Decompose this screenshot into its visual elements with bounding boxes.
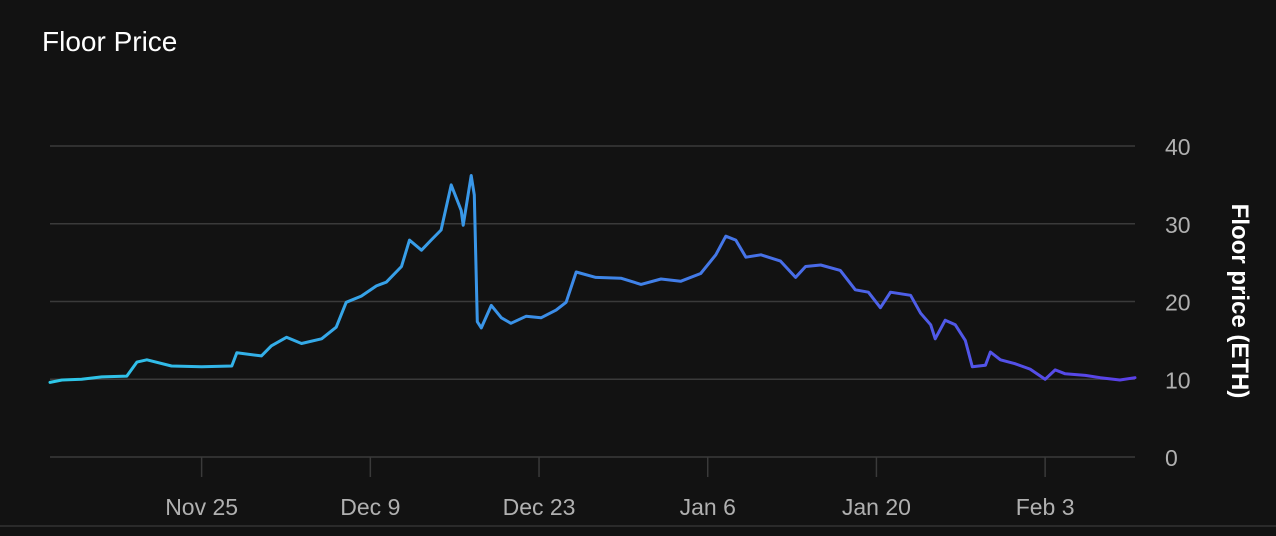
bottom-divider bbox=[0, 525, 1276, 527]
y-tick-label: 10 bbox=[1165, 367, 1191, 393]
x-tick-label: Dec 9 bbox=[340, 494, 400, 520]
y-tick-label: 30 bbox=[1165, 212, 1191, 238]
x-tick-label: Jan 20 bbox=[842, 494, 911, 520]
chart-title: Floor Price bbox=[42, 26, 178, 57]
floor-price-line bbox=[48, 174, 1137, 384]
x-tick-label: Nov 25 bbox=[165, 494, 238, 520]
y-tick-label: 0 bbox=[1165, 445, 1178, 471]
x-tick-label: Feb 3 bbox=[1016, 494, 1075, 520]
y-axis-title: Floor price (ETH) bbox=[1226, 204, 1253, 399]
x-tick-label: Dec 23 bbox=[503, 494, 576, 520]
y-tick-label: 20 bbox=[1165, 290, 1191, 316]
y-tick-label: 40 bbox=[1165, 134, 1191, 160]
x-tick-label: Jan 6 bbox=[680, 494, 736, 520]
